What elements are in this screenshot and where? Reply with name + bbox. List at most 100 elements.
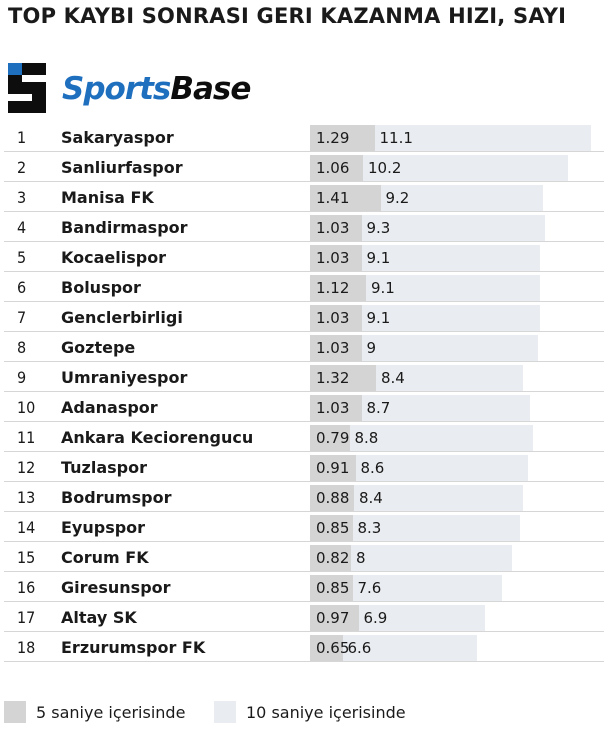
value-label-5-seconds: 1.32 [316, 369, 350, 387]
rank-label: 17 [17, 608, 36, 627]
team-label: Corum FK [61, 548, 149, 567]
value-label-10-seconds: 8.8 [354, 429, 379, 447]
table-row: 9 Umraniyespor 1.32 8.4 [4, 362, 604, 392]
bar-5-seconds [310, 395, 362, 421]
legend-swatch-10-seconds [214, 701, 236, 723]
bar-5-seconds [310, 545, 351, 571]
table-row: 17 Altay SK 0.97 6.9 [4, 602, 604, 632]
row-divider [4, 241, 604, 242]
bar-5-seconds [310, 305, 362, 331]
value-label-10-seconds: 9.3 [366, 219, 391, 237]
table-row: 7 Genclerbirligi 1.03 9.1 [4, 302, 604, 332]
team-label: Sakaryaspor [61, 128, 174, 147]
value-label-5-seconds: 0.85 [316, 579, 350, 597]
bar-5-seconds [310, 635, 343, 661]
team-label: Erzurumspor FK [61, 638, 206, 657]
value-label-5-seconds: 0.91 [316, 459, 350, 477]
value-label-5-seconds: 0.82 [316, 549, 350, 567]
bar-5-seconds [310, 185, 381, 211]
chart-title: TOP KAYBI SONRASI GERI KAZANMA HIZI, SAY… [8, 4, 567, 28]
row-divider [4, 601, 604, 602]
table-row: 4 Bandirmaspor 1.03 9.3 [4, 212, 604, 242]
table-row: 11 Ankara Keciorengucu 0.79 8.8 [4, 422, 604, 452]
value-label-10-seconds: 9.1 [371, 279, 395, 297]
value-label-10-seconds: 9 [366, 339, 377, 357]
value-label-5-seconds: 1.03 [316, 249, 350, 267]
row-divider [4, 391, 604, 392]
team-label: Boluspor [61, 278, 141, 297]
bar-5-seconds [310, 575, 353, 601]
value-label-10-seconds: 6.6 [347, 639, 372, 657]
legend-label-10-seconds: 10 saniye içerisinde [246, 703, 406, 722]
value-label-10-seconds: 8.7 [366, 399, 391, 417]
value-label-10-seconds: 9.2 [385, 189, 410, 207]
row-divider [4, 571, 604, 572]
row-divider [4, 211, 604, 212]
value-label-10-seconds: 6.9 [363, 609, 388, 627]
row-divider [4, 151, 604, 152]
value-label-10-seconds: 9.1 [366, 249, 391, 267]
value-label-5-seconds: 0.85 [316, 519, 350, 537]
rank-label: 16 [17, 578, 36, 597]
legend-label-5-seconds: 5 saniye içerisinde [36, 703, 186, 722]
table-row: 10 Adanaspor 1.03 8.7 [4, 392, 604, 422]
team-label: Sanliurfaspor [61, 158, 183, 177]
table-row: 16 Giresunspor 0.85 7.6 [4, 572, 604, 602]
bar-5-seconds [310, 215, 362, 241]
bar-5-seconds [310, 275, 366, 301]
team-label: Giresunspor [61, 578, 171, 597]
rank-label: 11 [17, 428, 36, 447]
brand-part-base: Base [170, 71, 251, 107]
team-label: Bodrumspor [61, 488, 172, 507]
rank-label: 18 [17, 638, 36, 657]
bar-5-seconds [310, 515, 353, 541]
value-label-5-seconds: 1.03 [316, 309, 350, 327]
row-divider [4, 511, 604, 512]
rank-label: 8 [17, 338, 27, 357]
value-label-5-seconds: 0.97 [316, 609, 350, 627]
rank-label: 14 [17, 518, 36, 537]
value-label-5-seconds: 1.41 [316, 189, 350, 207]
rank-label: 5 [17, 248, 27, 267]
rank-label: 1 [17, 128, 27, 147]
table-row: 12 Tuzlaspor 0.91 8.6 [4, 452, 604, 482]
sportsbase-s-icon [8, 63, 46, 113]
bar-5-seconds [310, 485, 354, 511]
row-divider [4, 481, 604, 482]
team-label: Altay SK [61, 608, 137, 627]
value-label-10-seconds: 7.6 [357, 579, 382, 597]
value-label-10-seconds: 8.4 [359, 489, 383, 507]
row-divider [4, 181, 604, 182]
row-divider [4, 271, 604, 272]
table-row: 18 Erzurumspor FK 0.65 6.6 [4, 632, 604, 662]
bar-5-seconds [310, 365, 376, 391]
bar-5-seconds [310, 605, 359, 631]
table-row: 5 Kocaelispor 1.03 9.1 [4, 242, 604, 272]
value-label-10-seconds: 8.4 [381, 369, 405, 387]
value-label-10-seconds: 10.2 [368, 159, 402, 177]
team-label: Manisa FK [61, 188, 154, 207]
team-label: Goztepe [61, 338, 136, 357]
table-row: 13 Bodrumspor 0.88 8.4 [4, 482, 604, 512]
rank-label: 3 [17, 188, 27, 207]
brand-part-sports: Sports [62, 71, 171, 107]
value-label-10-seconds: 8 [356, 549, 366, 567]
row-divider [4, 301, 604, 302]
row-divider [4, 541, 604, 542]
table-row: 15 Corum FK 0.82 8 [4, 542, 604, 572]
value-label-5-seconds: 1.06 [316, 159, 350, 177]
value-label-5-seconds: 1.03 [316, 219, 350, 237]
bar-5-seconds [310, 245, 362, 271]
team-label: Kocaelispor [61, 248, 167, 267]
legend-swatch-5-seconds [4, 701, 26, 723]
legend: 5 saniye içerisinde 10 saniye içerisinde [4, 698, 564, 724]
team-label: Tuzlaspor [61, 458, 147, 477]
rank-label: 9 [17, 368, 27, 387]
row-divider [4, 331, 604, 332]
table-row: 14 Eyupspor 0.85 8.3 [4, 512, 604, 542]
rank-label: 6 [17, 278, 27, 297]
table-row: 8 Goztepe 1.03 9 [4, 332, 604, 362]
bar-5-seconds [310, 155, 363, 181]
team-label: Eyupspor [61, 518, 146, 537]
row-divider [4, 661, 604, 662]
